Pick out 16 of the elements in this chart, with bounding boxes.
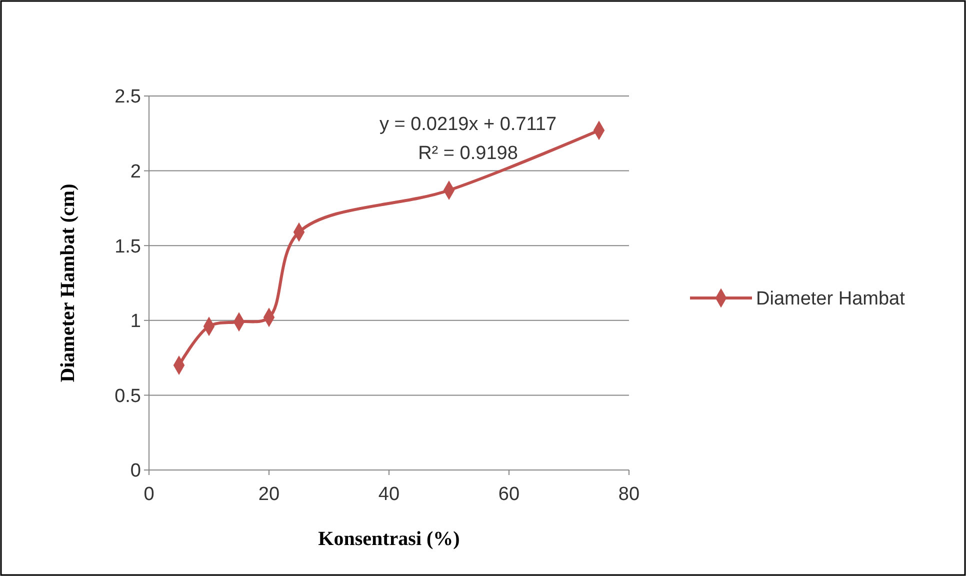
y-tick-label: 0.5 — [114, 386, 141, 407]
y-tick-label: 1.5 — [114, 236, 141, 258]
x-tick-label: 20 — [258, 484, 280, 505]
x-axis-title: Konsentrasi (%) — [318, 528, 460, 550]
annotation: y = 0.0219x + 0.7117 — [379, 114, 557, 135]
x-tick-label: 60 — [498, 484, 520, 505]
y-axis-title: Diameter Hambat (cm) — [57, 184, 79, 382]
x-tick-label: 40 — [378, 484, 400, 505]
y-tick-label: 0 — [130, 460, 141, 482]
legend-label: Diameter Hambat — [756, 288, 906, 310]
x-tick-label: 0 — [144, 484, 154, 505]
y-tick-label: 2.5 — [114, 86, 141, 108]
annotation: R² = 0.9198 — [418, 143, 518, 164]
y-tick-label: 2 — [130, 161, 141, 182]
x-tick-label: 80 — [618, 484, 640, 505]
y-tick-label: 1 — [130, 311, 141, 332]
